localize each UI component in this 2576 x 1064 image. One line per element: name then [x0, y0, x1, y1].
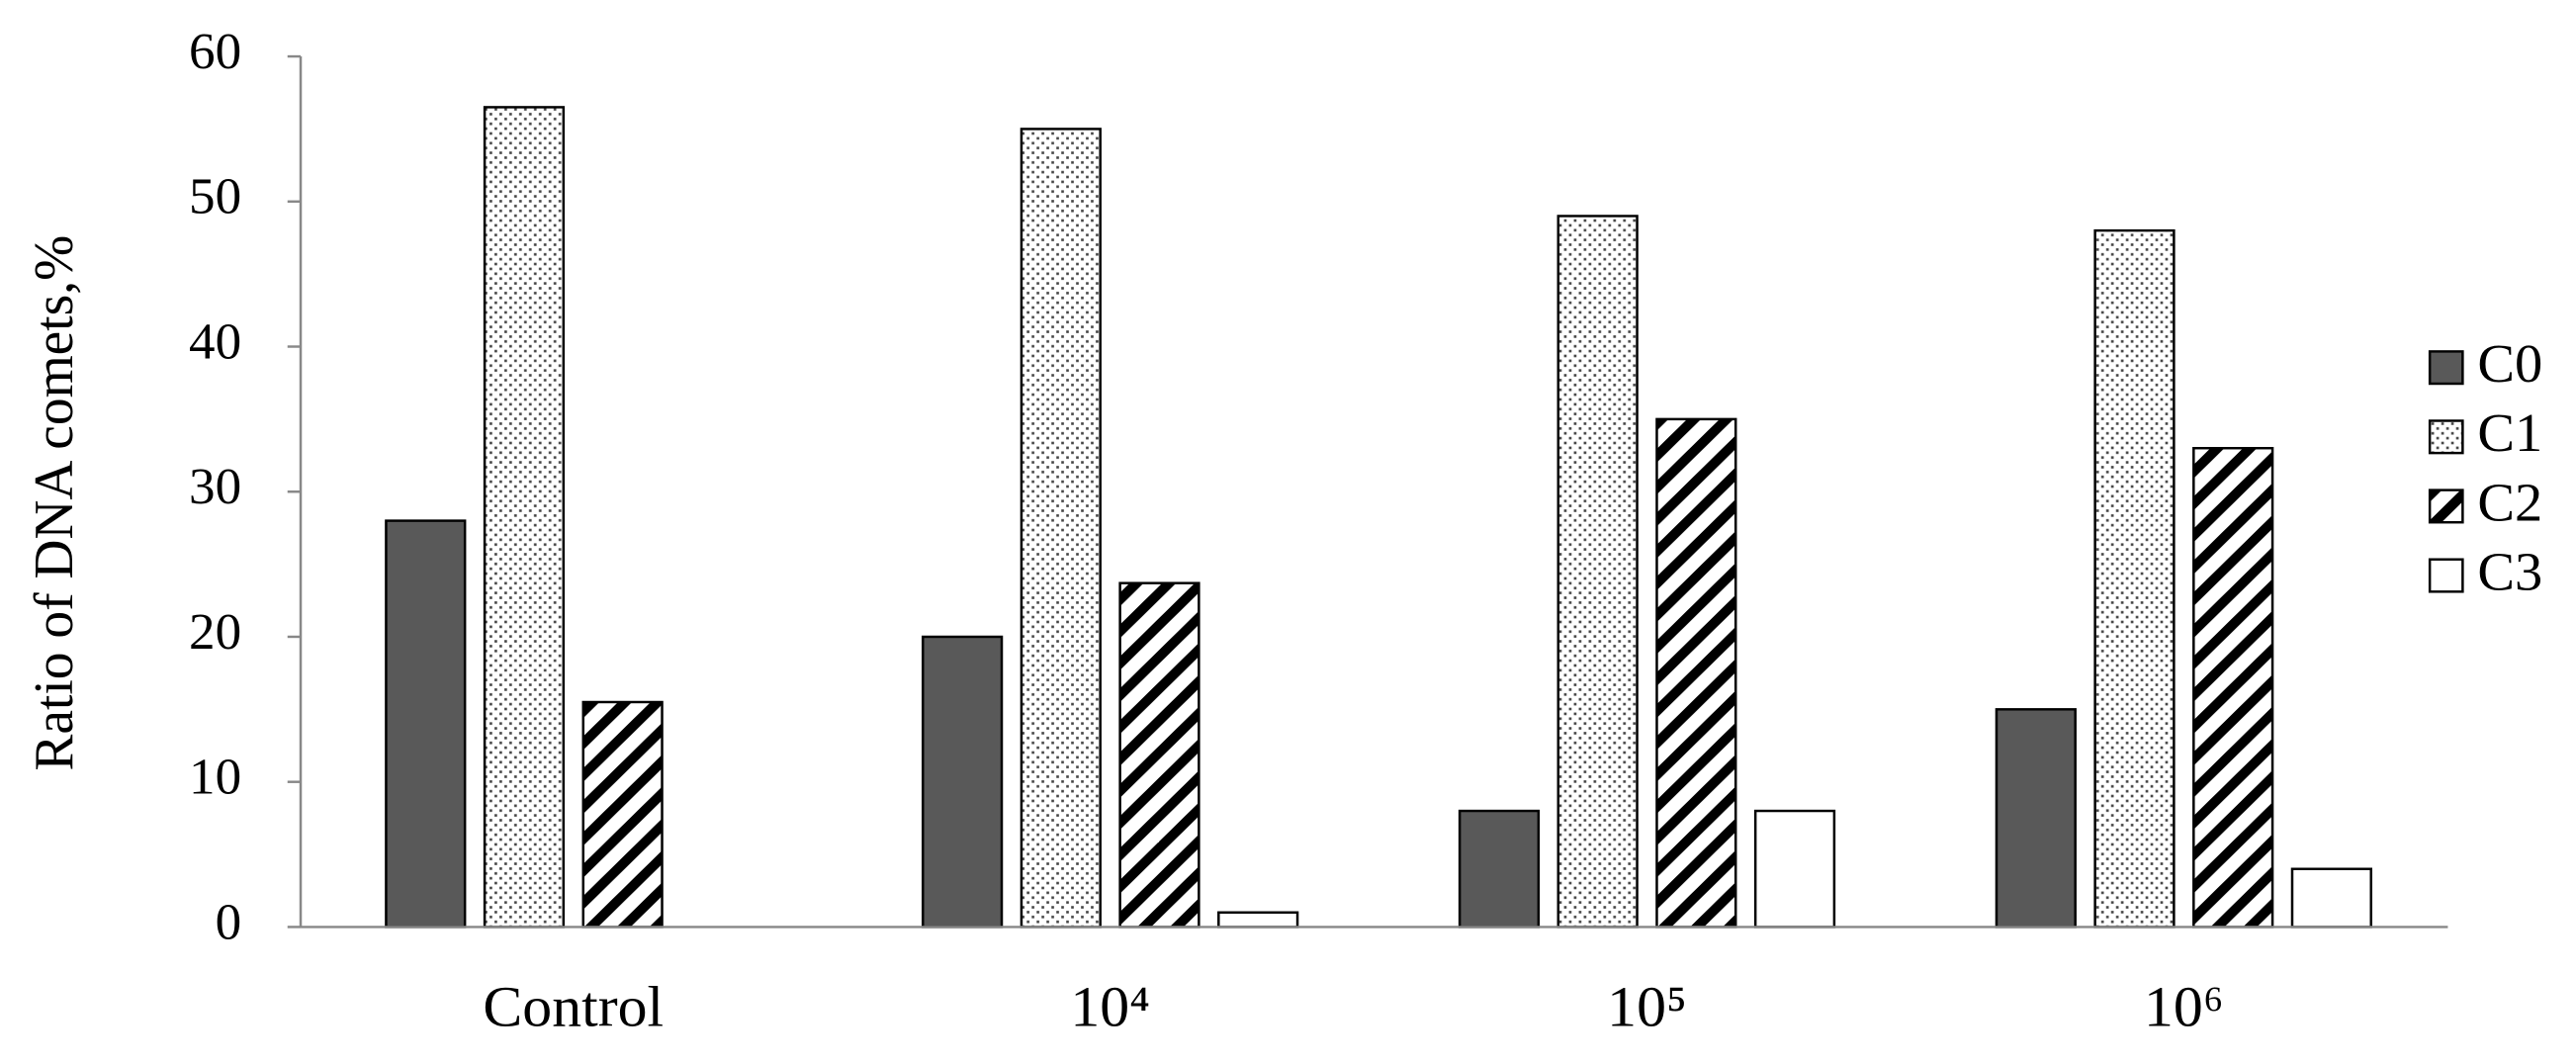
bar	[1118, 581, 1200, 929]
y-tick-label: 40	[189, 313, 241, 370]
bar	[1995, 708, 2077, 929]
x-tick-label: 10⁶	[2144, 974, 2224, 1038]
x-tick-label: Control	[483, 974, 664, 1038]
bar	[1020, 128, 1102, 929]
bar	[1458, 809, 1541, 929]
bar	[1655, 417, 1737, 929]
bar	[2192, 447, 2274, 929]
bar	[2093, 228, 2176, 929]
legend-swatch	[2428, 558, 2464, 593]
legend-swatch	[2428, 419, 2464, 455]
y-tick-label: 60	[189, 23, 241, 79]
y-tick-label: 0	[216, 894, 242, 950]
legend-label: C2	[2477, 473, 2542, 533]
y-tick-label: 50	[189, 168, 241, 224]
bar	[922, 635, 1004, 929]
legend-label: C0	[2477, 334, 2542, 395]
legend-swatch	[2428, 488, 2464, 524]
bar	[1556, 215, 1639, 929]
bar	[483, 106, 566, 929]
legend-label: C3	[2477, 542, 2542, 602]
bar	[1217, 911, 1299, 929]
x-tick-label: 10⁴	[1070, 974, 1150, 1038]
bar	[581, 700, 664, 929]
y-tick-label: 30	[189, 459, 241, 515]
bar	[1753, 809, 1836, 929]
legend-swatch	[2428, 350, 2464, 386]
y-tick-label: 10	[189, 749, 241, 805]
bar	[2290, 867, 2372, 929]
y-tick-label: 20	[189, 603, 241, 660]
x-tick-label: 10⁵	[1607, 974, 1687, 1038]
legend-label: C1	[2477, 403, 2542, 464]
bar	[385, 519, 467, 929]
y-axis-label: Ratio of DNA comets,%	[23, 235, 85, 771]
